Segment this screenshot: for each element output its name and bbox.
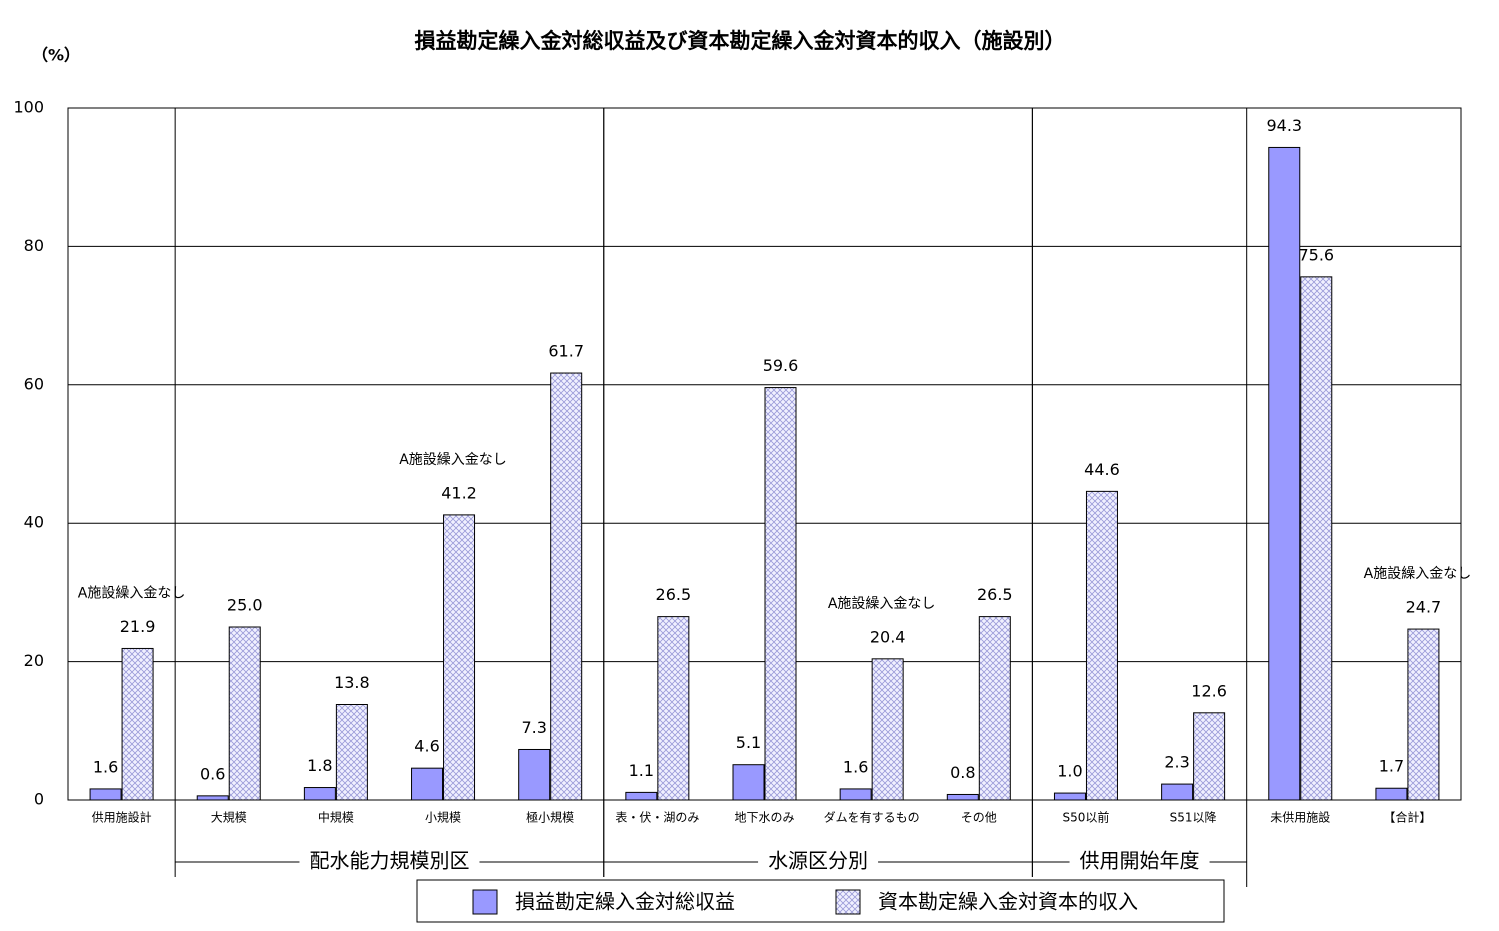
bar	[411, 767, 444, 801]
bar	[1407, 628, 1440, 801]
value-label: 61.7	[548, 342, 584, 361]
annotation: A施設繰入金なし	[399, 452, 507, 468]
bar	[946, 793, 979, 801]
y-tick-label: 40	[24, 513, 44, 532]
group-label: 水源区分別	[768, 849, 868, 873]
chart-title: 損益勘定繰入金対総収益及び資本勘定繰入金対資本的収入（施設別）	[415, 29, 1066, 53]
x-tick-label: その他	[961, 811, 997, 825]
value-label: 26.5	[977, 585, 1013, 604]
bar	[196, 795, 229, 801]
x-tick-label: 供用施設計	[92, 810, 152, 825]
y-tick-label: 60	[24, 374, 44, 393]
legend-label: 資本勘定繰入金対資本的収入	[878, 890, 1138, 914]
bar	[335, 704, 368, 801]
x-tick-label: 極小規模	[526, 810, 574, 825]
annotation: A施設繰入金なし	[828, 596, 936, 612]
x-tick-label: ダムを有するもの	[824, 810, 920, 825]
bar	[1193, 712, 1226, 801]
bar	[1085, 490, 1118, 801]
x-tick-label: 地下水のみ	[734, 811, 794, 825]
bar	[550, 372, 583, 801]
value-label: 44.6	[1084, 460, 1120, 479]
value-label: 26.5	[656, 585, 692, 604]
value-label: 20.4	[870, 627, 906, 646]
annotation: A施設繰入金なし	[1364, 566, 1472, 582]
bar	[764, 387, 797, 801]
value-label: 1.8	[307, 756, 332, 775]
bar	[303, 787, 336, 801]
y-axis-label: （%）	[32, 46, 80, 65]
bar	[443, 514, 476, 801]
y-tick-label: 20	[24, 651, 44, 670]
value-label: 4.6	[414, 737, 439, 756]
value-label: 75.6	[1298, 245, 1334, 264]
bar	[89, 788, 122, 801]
x-tick-label: 大規模	[211, 810, 247, 825]
bar	[871, 658, 904, 801]
bar	[732, 764, 765, 801]
value-label: 7.3	[521, 718, 546, 737]
value-label: 25.0	[227, 596, 263, 615]
bar	[1268, 146, 1301, 801]
value-label: 41.2	[441, 483, 477, 502]
x-tick-label: S50以前	[1063, 810, 1110, 825]
x-tick-label: 【合計】	[1383, 810, 1431, 825]
value-label: 5.1	[736, 733, 761, 752]
legend-box	[416, 879, 1225, 923]
bar	[1375, 787, 1408, 801]
x-tick-label: 表・伏・湖のみ	[615, 810, 699, 825]
value-label: 1.6	[843, 757, 868, 776]
value-label: 12.6	[1191, 681, 1227, 700]
y-tick-label: 80	[24, 236, 44, 255]
value-label: 0.6	[200, 764, 225, 783]
value-label: 2.3	[1164, 753, 1189, 772]
value-label: 1.7	[1379, 757, 1404, 776]
value-label: 13.8	[334, 673, 370, 692]
group-label: 供用開始年度	[1080, 849, 1200, 873]
value-label: 0.8	[950, 763, 975, 782]
bar	[625, 791, 658, 801]
legend-label: 損益勘定繰入金対総収益	[515, 890, 735, 914]
value-label: 1.1	[629, 761, 654, 780]
bar	[228, 626, 261, 801]
legend-swatch	[835, 889, 861, 915]
value-label: 94.3	[1266, 116, 1302, 135]
bar	[1161, 783, 1194, 801]
bar	[839, 788, 872, 801]
value-label: 24.7	[1406, 598, 1442, 617]
bar	[121, 647, 154, 801]
value-label: 1.0	[1057, 762, 1082, 781]
x-tick-label: S51以降	[1170, 811, 1217, 825]
x-tick-label: 中規模	[318, 810, 354, 825]
bar	[978, 616, 1011, 801]
bar	[518, 748, 551, 801]
y-tick-label: 0	[34, 790, 44, 809]
value-label: 21.9	[120, 617, 156, 636]
bar	[1053, 792, 1086, 801]
annotation: A施設繰入金なし	[78, 585, 186, 601]
legend-swatch	[472, 889, 498, 915]
value-label: 1.6	[93, 757, 118, 776]
bar	[1300, 276, 1333, 801]
group-label: 配水能力規模別区	[309, 849, 469, 873]
bar	[657, 616, 690, 801]
y-tick-label: 100	[13, 98, 44, 117]
x-tick-label: 未供用施設	[1270, 810, 1330, 825]
x-tick-label: 小規模	[425, 810, 461, 825]
value-label: 59.6	[763, 356, 799, 375]
